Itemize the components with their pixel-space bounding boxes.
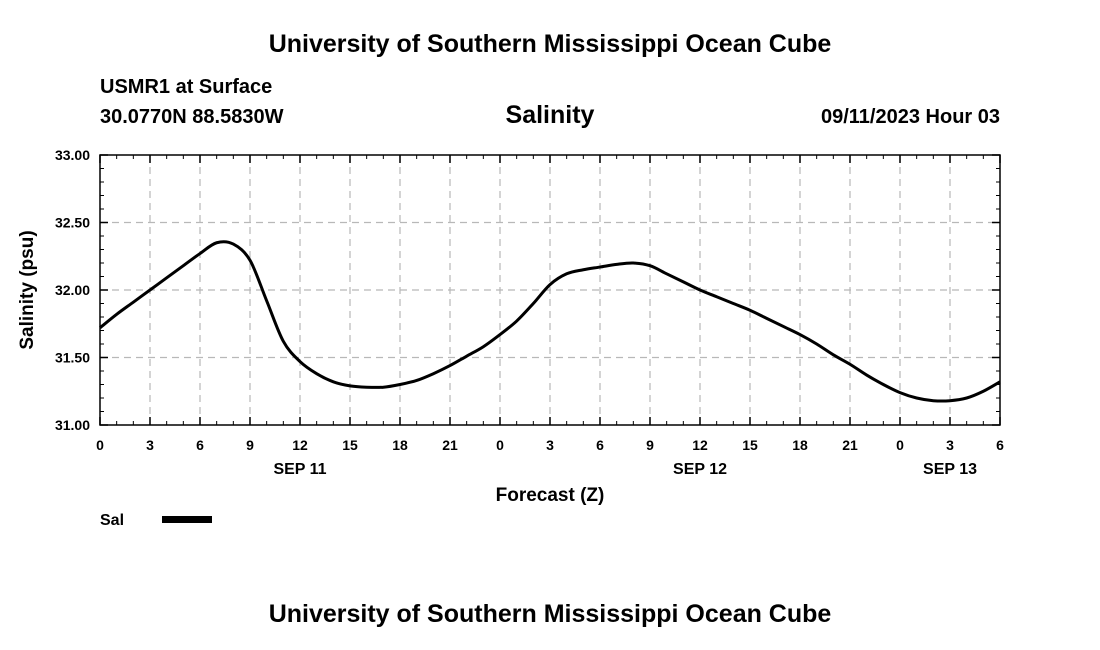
x-tick-label: 21	[842, 437, 858, 453]
chart-title: Salinity	[505, 101, 595, 129]
legend: Sal	[100, 512, 212, 529]
x-tick-label: 6	[196, 437, 204, 453]
grid-lines	[100, 155, 1000, 425]
legend-label-sal: Sal	[100, 512, 124, 529]
x-tick-label: 15	[342, 437, 358, 453]
x-tick-label: 0	[496, 437, 504, 453]
footer-title: University of Southern Mississippi Ocean…	[268, 600, 832, 628]
legend-swatch-sal	[162, 516, 212, 523]
x-tick-label: 18	[792, 437, 808, 453]
y-tick-label: 33.00	[55, 147, 90, 163]
x-tick-label: 15	[742, 437, 758, 453]
main-title: University of Southern Mississippi Ocean…	[268, 30, 832, 58]
x-tick-label: 3	[946, 437, 954, 453]
x-axis-title: Forecast (Z)	[496, 485, 605, 506]
x-tick-label: 9	[646, 437, 654, 453]
x-tick-label: 0	[96, 437, 104, 453]
x-tick-label: 12	[692, 437, 708, 453]
x-tick-label: 12	[292, 437, 308, 453]
x-tick-label: 0	[896, 437, 904, 453]
forecast-datetime: 09/11/2023 Hour 03	[820, 106, 1000, 128]
station-coordinates: 30.0770N 88.5830W	[100, 106, 284, 128]
date-label: SEP 12	[673, 461, 727, 478]
x-tick-label: 21	[442, 437, 458, 453]
y-axis-title: Salinity (psu)	[17, 230, 38, 349]
x-tick-label: 3	[546, 437, 554, 453]
y-tick-label: 32.00	[55, 282, 90, 298]
plot-frame	[99, 154, 1001, 426]
x-tick-label: 18	[392, 437, 408, 453]
x-tick-label: 9	[246, 437, 254, 453]
date-label: SEP 11	[273, 461, 326, 478]
x-tick-label: 6	[996, 437, 1004, 453]
x-tick-label: 6	[596, 437, 604, 453]
y-tick-label: 31.50	[55, 350, 90, 366]
y-tick-label: 31.00	[55, 417, 90, 433]
date-label: SEP 13	[923, 461, 977, 478]
y-tick-label: 32.50	[55, 215, 90, 231]
x-tick-label: 3	[146, 437, 154, 453]
series-line-sal	[99, 240, 1001, 403]
station-label: USMR1 at Surface	[100, 76, 273, 98]
